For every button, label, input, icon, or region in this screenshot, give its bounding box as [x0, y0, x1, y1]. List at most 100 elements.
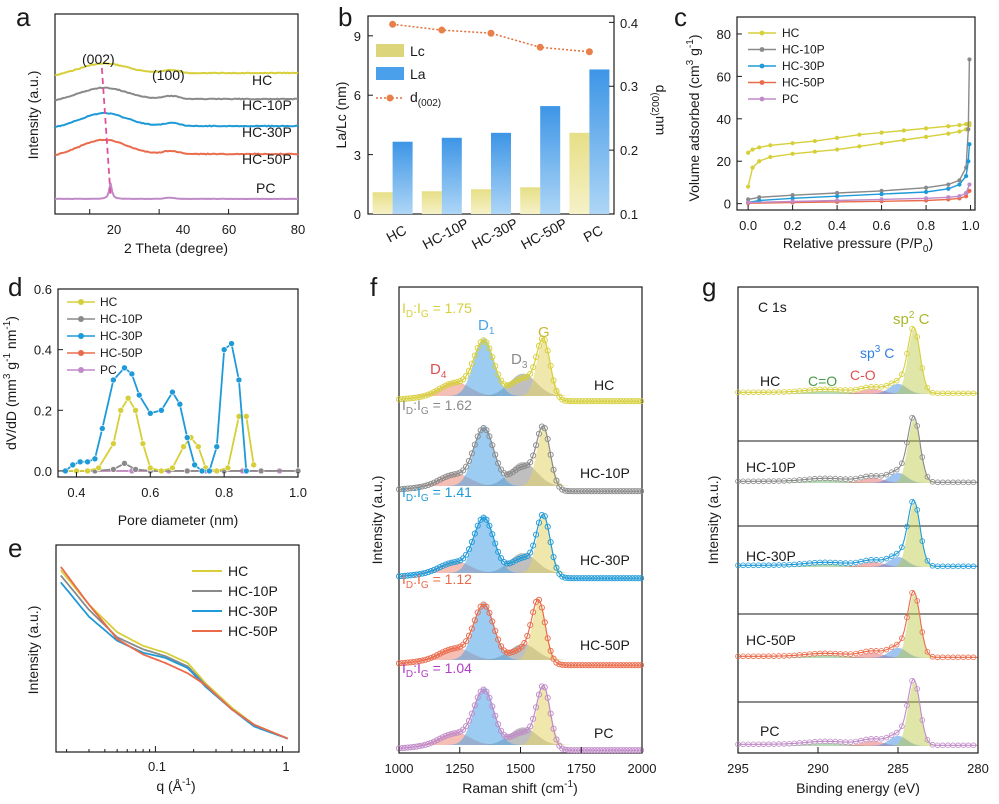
- panel-b-d002-point: [438, 26, 446, 34]
- panel-f-data-point: [632, 662, 639, 669]
- panel-f-data-point: [401, 744, 408, 751]
- panel-f-data-point: [582, 747, 589, 754]
- panel-b-ticks: [368, 21, 614, 215]
- panel-f-data-point: [422, 482, 429, 489]
- panel-f-data-point: [512, 647, 519, 654]
- panel-f-data-point: [524, 632, 531, 639]
- panel-g-xtick-label: 280: [967, 761, 989, 776]
- panel-f-band-label: D4: [430, 361, 447, 381]
- panel-c-xtick-label: 0.6: [873, 218, 891, 233]
- panel-d-point: [147, 464, 154, 472]
- panel-f-data-point: [530, 542, 537, 549]
- panel-letter-g: g: [702, 272, 716, 302]
- panel-c-point: [967, 142, 972, 147]
- panel-f-data-point: [442, 647, 449, 654]
- panel-f-xlabel-end: ): [573, 780, 578, 796]
- panel-c-xlabel-main: Relative pressure (P/P: [783, 235, 923, 251]
- panel-a-shift-guide: [100, 67, 112, 196]
- panel-g-component-sp3: [754, 556, 962, 567]
- panel-d-point: [128, 370, 136, 378]
- panel-b-legend-swatch-lc: [376, 44, 404, 57]
- panel-f-data-point: [454, 558, 461, 565]
- panel-f-data-point: [474, 433, 481, 440]
- panel-f-data-point: [623, 662, 630, 669]
- panel-f-data-point: [410, 484, 417, 491]
- panel-f-data-point: [404, 485, 411, 492]
- panel-f-data-point: [413, 658, 420, 665]
- panel-g-title: C 1s: [758, 299, 787, 315]
- panel-f-data-point: [547, 451, 554, 458]
- panel-f-data-point: [637, 398, 645, 405]
- panel-g-ticks: [737, 747, 979, 753]
- panel-f-data-point: [445, 731, 452, 738]
- panel-f-ratio-label: ID:IG = 1.04: [402, 660, 472, 680]
- panel-f-data-point: [605, 575, 613, 582]
- panel-d-point: [135, 391, 143, 399]
- panel-g-data-point: [899, 723, 905, 730]
- panel-f-data-point: [422, 741, 429, 748]
- panel-f-data-point: [602, 398, 610, 405]
- panel-f-curve-label: HC-10P: [580, 465, 630, 481]
- panel-b-legend-d: d: [410, 89, 418, 105]
- panel-f-data-point: [416, 743, 423, 750]
- panel-f-data-point: [416, 393, 423, 401]
- panel-f-data-point: [538, 423, 545, 430]
- panel-g-data-point: [899, 635, 905, 642]
- panel-c-point: [923, 185, 929, 190]
- panel-d-point: [158, 467, 165, 475]
- panel-a-frame: [54, 13, 299, 215]
- panel-f-data-point: [620, 662, 627, 669]
- panel-f-data-point: [608, 662, 615, 669]
- panel-f-data-point: [407, 744, 414, 751]
- panel-b-ytick-left: 3: [354, 148, 361, 163]
- panel-d-point: [62, 467, 69, 475]
- panel-f-data-point: [530, 609, 537, 616]
- panel-f-data-point: [460, 467, 467, 474]
- panel-g-data-point: [852, 738, 859, 745]
- panel-letter-c: c: [674, 2, 687, 32]
- panel-f-data-point: [425, 481, 432, 488]
- panel-f-ratio-label: ID:IG = 1.75: [402, 300, 472, 320]
- panel-f-data-point: [509, 648, 516, 656]
- panel-f-data-point: [503, 649, 510, 656]
- panel-f-data-point: [573, 662, 580, 669]
- panel-g-component-co_double: [754, 391, 962, 394]
- panel-f-data-point: [582, 488, 589, 495]
- panel-g-data-point: [852, 650, 859, 657]
- panel-d-ylabel-end: ): [3, 316, 19, 321]
- panel-f-band-label: D3: [511, 351, 528, 371]
- panel-b-legend-lc: Lc: [410, 43, 425, 59]
- panel-f-data-point: [600, 747, 607, 754]
- panel-f-data-point: [436, 564, 443, 571]
- panel-c-point: [834, 135, 840, 140]
- panel-g-comp-label-part: 3: [875, 344, 881, 355]
- panel-d-ylabel-sup3: -1: [2, 320, 13, 329]
- panel-f-data-point: [614, 662, 621, 669]
- panel-e-legend-label: HC-50P: [228, 623, 278, 639]
- panel-c-xtick-label: 1.0: [962, 218, 980, 233]
- panel-f-data-point: [498, 727, 505, 734]
- panel-f-curve-label: HC-30P: [580, 552, 630, 568]
- panel-f-data-point: [567, 398, 575, 405]
- panel-g-comp-label: sp2 C: [893, 310, 930, 328]
- panel-f-data-point: [585, 575, 592, 582]
- panel-b-ylabel-right-main: d: [653, 85, 669, 93]
- panel-f-data-point: [573, 398, 580, 405]
- panel-f-data-point: [524, 727, 531, 734]
- panel-c-point: [964, 122, 969, 127]
- panel-d-point: [132, 406, 139, 414]
- panel-d-xtick-label: 0.6: [141, 485, 159, 500]
- panel-d-point: [220, 346, 228, 353]
- panel-b-legend-la: La: [410, 66, 426, 82]
- panel-f-data-point: [535, 596, 543, 603]
- panel-a-xticks: [89, 209, 299, 214]
- panel-f-data-point: [442, 382, 449, 389]
- panel-f-data-point: [605, 488, 613, 495]
- panel-f-data-point: [419, 742, 426, 749]
- panel-f-data-point: [495, 371, 502, 378]
- panel-f-data-point: [492, 712, 499, 719]
- panel-c-ytick-labels: 0 20 40 60 80: [717, 27, 731, 212]
- panel-f-data-point: [413, 571, 420, 578]
- panel-f-data-point: [433, 737, 440, 744]
- panel-d-point: [95, 464, 102, 472]
